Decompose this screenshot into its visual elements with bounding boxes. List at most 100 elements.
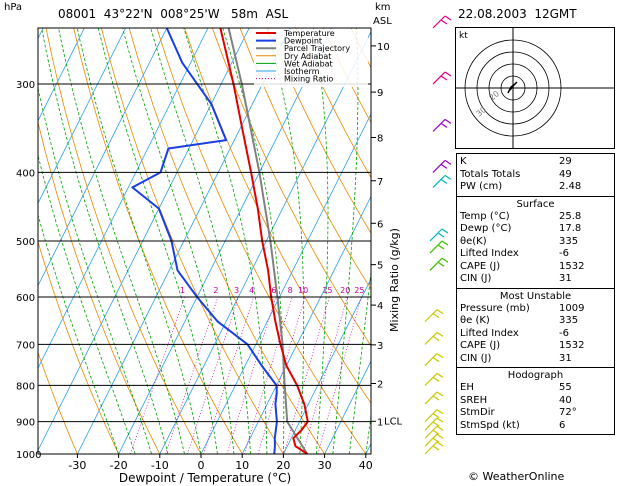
hodograph-row: StmSpd (kt) 6 xyxy=(460,419,566,431)
dry-adiabat-line xyxy=(38,240,119,454)
dry-adiabat-line xyxy=(45,28,202,454)
surface-title: Surface xyxy=(516,198,555,210)
hodograph-unit: kt xyxy=(459,31,468,41)
mixing-ratio-label: 15 xyxy=(322,286,332,295)
mixing-ratio-label: 6 xyxy=(271,286,276,295)
most-unstable-box: Most Unstable Pressure (mb) 1009 θe (K) 33… xyxy=(456,287,615,368)
wet-adiabat-line xyxy=(312,28,329,454)
km-label: km xyxy=(375,2,391,13)
asl-label: ASL xyxy=(373,16,392,27)
wind-barb-icon xyxy=(429,257,449,271)
pressure-tick-label: 600 xyxy=(16,293,35,304)
wind-barb-icon xyxy=(432,174,452,188)
legend-entry: Temperature xyxy=(283,29,335,38)
wet-adiabat-line xyxy=(41,28,169,454)
hodograph-row: EH 55 xyxy=(460,382,572,393)
datetime-header: 22.08.2003 12GMT xyxy=(458,7,577,21)
legend-entry: Mixing Ratio xyxy=(284,75,333,84)
hodograph-trace xyxy=(507,81,518,94)
pressure-tick-label: 900 xyxy=(16,418,35,429)
wet-adiabat-line xyxy=(222,28,285,454)
index-row: K 29 xyxy=(460,156,572,167)
weatheronline-credit: © WeatherOnline xyxy=(468,470,565,483)
x-tick-label: 20 xyxy=(276,459,290,472)
wind-barb-icon xyxy=(424,331,444,345)
altitude-tick-label: 3 xyxy=(377,341,383,352)
wet-adiabat-line xyxy=(348,268,371,454)
wind-barb-icon xyxy=(424,409,444,423)
dry-adiabat-line xyxy=(73,28,243,454)
x-tick-label: 40 xyxy=(359,459,373,472)
isotherm-line xyxy=(38,28,85,122)
wind-barb-icon xyxy=(432,71,452,85)
wind-barb-icon xyxy=(424,425,444,439)
surface-row: θe(K) 335 xyxy=(460,235,579,247)
wind-barb-icon xyxy=(424,441,444,455)
mixing-ratio-label: 8 xyxy=(288,286,293,295)
altitude-tick-label: 5 xyxy=(377,261,383,272)
hodograph-title: Hodograph xyxy=(507,370,564,381)
wind-barb-icon xyxy=(424,353,444,367)
isotherm-line xyxy=(38,28,126,205)
dry-adiabat-line xyxy=(211,28,371,347)
x-tick-label: 0 xyxy=(198,459,205,472)
wind-barb-icon xyxy=(424,417,444,431)
x-tick-label: -30 xyxy=(68,459,86,472)
altitude-tick-label: 6 xyxy=(377,219,383,230)
surface-row: Lifted Index -6 xyxy=(460,248,569,259)
index-row: PW (cm) 2.48 xyxy=(460,181,582,192)
surface-row: CIN (J) 31 xyxy=(460,273,572,284)
station-header: 08001 43°22'N 008°25'W 58m ASL xyxy=(58,7,289,21)
pressure-tick-label: 1000 xyxy=(16,450,41,461)
legend-entry: Isotherm xyxy=(284,67,320,76)
altitude-tick-label: 1 xyxy=(377,417,383,428)
mixing-ratio-line xyxy=(317,296,362,454)
wet-adiabat-line xyxy=(38,86,152,454)
hodograph-indices-box: Hodograph EH 55 SREH 40 StmDir 72° StmSpd (… xyxy=(456,367,615,435)
hodograph-row: StmDir 72° xyxy=(460,407,577,418)
isotherm-line xyxy=(324,360,371,454)
wind-barbs xyxy=(424,15,452,455)
temperature-line xyxy=(219,28,309,454)
mixing-ratio-line xyxy=(165,296,219,454)
altitude-tick-label: 2 xyxy=(377,380,383,391)
wind-barb-icon xyxy=(424,372,444,386)
altitude-tick-label: 8 xyxy=(377,133,383,144)
altitude-tick-label: 4 xyxy=(377,301,383,312)
lcl-label: LCL xyxy=(384,416,403,427)
altitude-tick-label: 9 xyxy=(377,88,383,99)
mixing-ratio-label: 1 xyxy=(180,286,185,295)
mixing-ratio-line xyxy=(283,296,330,454)
dry-adiabat-line xyxy=(156,28,367,454)
most-unstable-row: CAPE (J) 1532 xyxy=(460,340,585,351)
wet-adiabat-line xyxy=(266,28,305,454)
pressure-tick-label: 700 xyxy=(16,340,35,351)
most-unstable-title: Most Unstable xyxy=(499,290,572,302)
wind-barb-icon xyxy=(432,118,452,132)
hodograph: kt 20 30 xyxy=(455,27,615,149)
surface-row: Dewp (°C) 17.8 xyxy=(460,223,582,234)
indices-panel: K 29 Totals Totals 49 PW (cm) 2.48 Surface … xyxy=(456,153,615,435)
dry-adiabat-line xyxy=(184,28,371,404)
x-axis-label: Dewpoint / Temperature (°C) xyxy=(119,471,291,485)
x-tick-label: -20 xyxy=(110,459,128,472)
isotherm-line xyxy=(0,28,2,454)
basic-indices-box: K 29 Totals Totals 49 PW (cm) 2.48 xyxy=(456,153,615,197)
altitude-tick-label: 10 xyxy=(377,42,390,53)
dry-adiabat-line xyxy=(128,28,325,454)
mixing-ratio-label: 10 xyxy=(298,286,308,295)
wind-barb-icon xyxy=(424,391,444,405)
dry-adiabat-line xyxy=(239,28,371,290)
mixing-ratio-label: 25 xyxy=(354,286,364,295)
legend-background xyxy=(254,29,368,87)
wind-barb-icon xyxy=(424,309,444,323)
wind-barb-icon xyxy=(429,240,449,254)
pressure-tick-label: 400 xyxy=(16,168,35,179)
x-tick-label: 10 xyxy=(235,459,249,472)
wind-barb-icon xyxy=(432,159,452,173)
pressure-tick-label: 800 xyxy=(16,381,35,392)
x-tick-label: 30 xyxy=(318,459,332,472)
wet-adiabat-line xyxy=(76,28,202,454)
